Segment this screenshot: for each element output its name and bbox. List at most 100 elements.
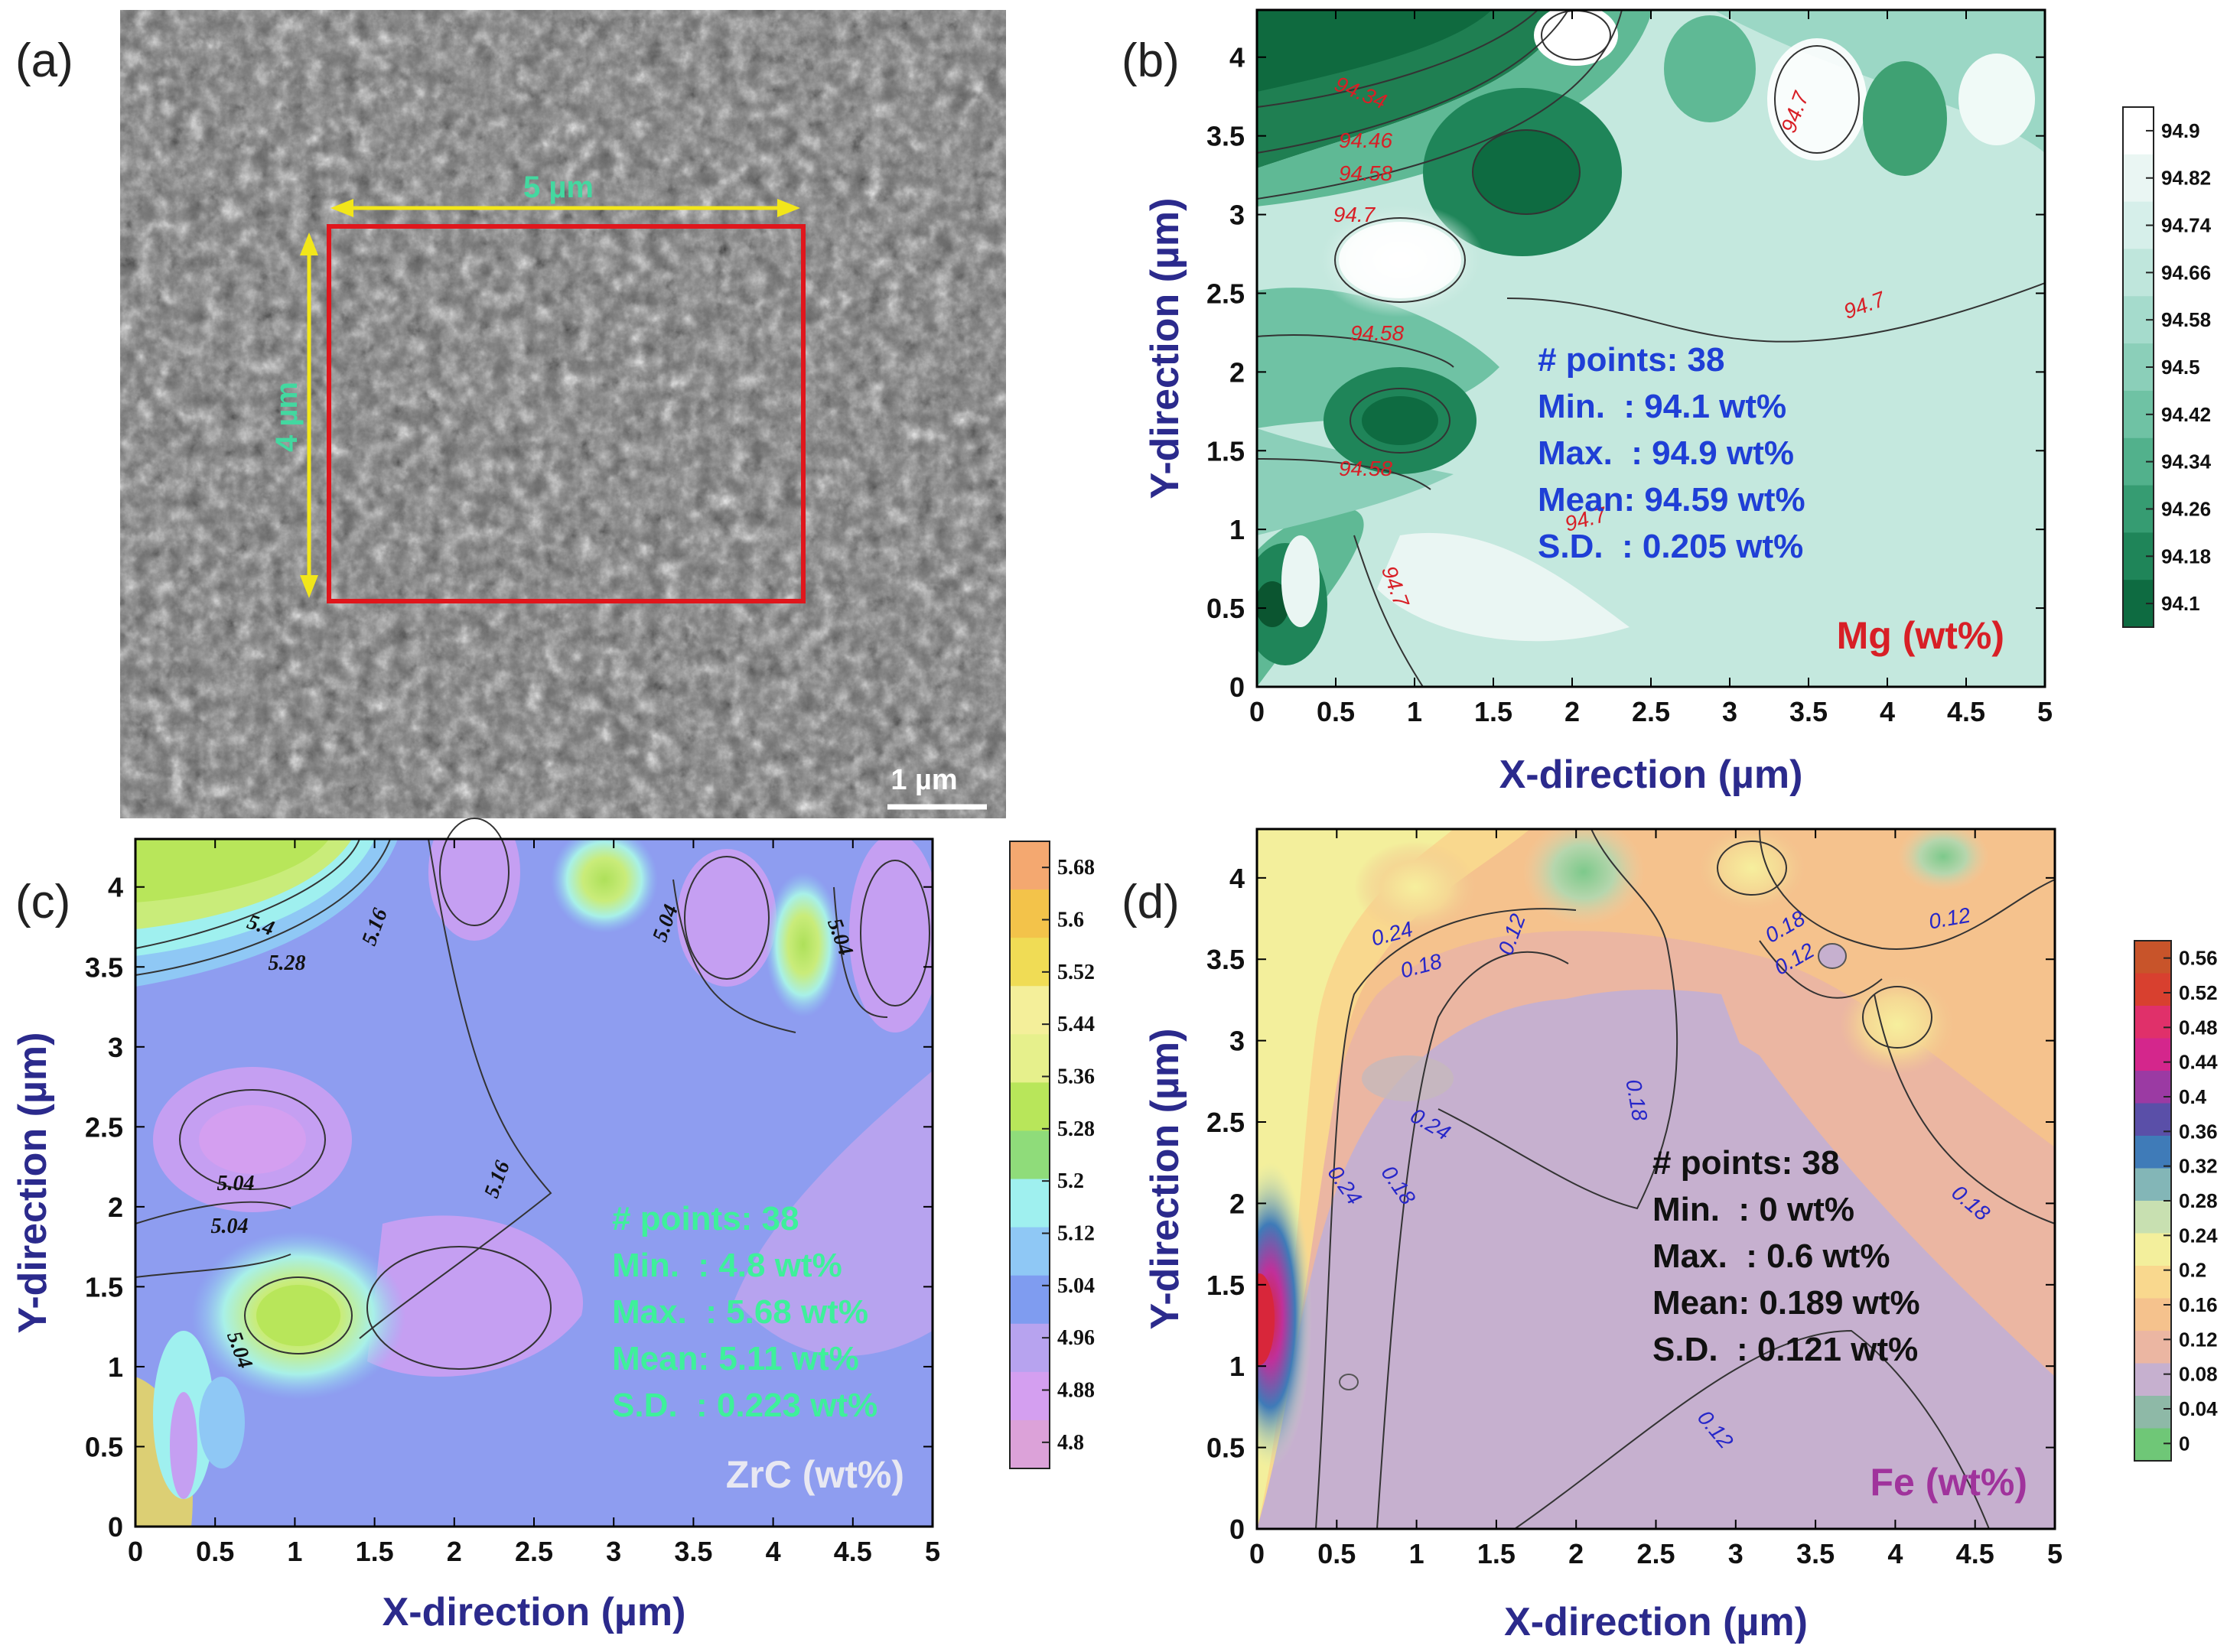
y-tick-label: 3.5 <box>1206 121 1245 152</box>
x-tick-label: 1 <box>287 1536 302 1567</box>
x-tick-label: 2.5 <box>1636 1538 1675 1569</box>
x-tick-label: 0 <box>128 1536 143 1567</box>
colorbar-tick-label: 5.2 <box>1057 1169 1084 1193</box>
colorbar-swatch <box>1010 1323 1050 1373</box>
colorbar-tick-label: 4.88 <box>1057 1379 1095 1403</box>
panel-b: (b) <box>1122 8 2212 797</box>
y-tick-label: 4 <box>1229 863 1245 894</box>
x-tick-label: 1.5 <box>1474 696 1512 727</box>
x-tick-label: 1 <box>1407 696 1422 727</box>
contour-label: 94.46 <box>1339 128 1392 152</box>
colorbar-tick-label: 5.28 <box>1057 1117 1095 1141</box>
y-tick-label: 0.5 <box>1206 1432 1245 1464</box>
x-tick-label: 2 <box>1568 1538 1584 1569</box>
y-axis-title: Y-direction (µm) <box>11 1032 55 1334</box>
stat-line: # points: 38 <box>612 1200 799 1237</box>
colorbar-tick-label: 94.74 <box>2161 214 2212 237</box>
panel-c: (c) <box>11 818 1095 1634</box>
colorbar-tick-label: 94.5 <box>2161 356 2200 379</box>
y-tick-label: 3.5 <box>1206 944 1245 975</box>
x-tick-label: 0 <box>1249 696 1265 727</box>
colorbar-swatch <box>2134 1201 2171 1234</box>
panel-label-b: (b) <box>1122 34 1180 87</box>
contour-label: 5.04 <box>211 1215 249 1238</box>
x-tick-label: 4 <box>1880 696 1895 727</box>
x-tick-label: 0.5 <box>1317 696 1355 727</box>
colorbar-tick-label: 94.9 <box>2161 119 2200 142</box>
colorbar-swatch <box>2134 1038 2171 1072</box>
x-tick-label: 5 <box>925 1536 940 1567</box>
x-tick-label: 4 <box>1887 1538 1903 1569</box>
x-tick-label: 4.5 <box>834 1536 872 1567</box>
colorbar-swatch <box>2134 1298 2171 1332</box>
x-tick-label: 5 <box>2047 1538 2063 1569</box>
contour-lines-c <box>135 818 930 1370</box>
contour-fill-c <box>135 839 933 1527</box>
y-tick-label: 1.5 <box>1206 1270 1245 1301</box>
x-tick-label: 5 <box>2037 696 2053 727</box>
y-tick-label: 0 <box>1229 1514 1245 1545</box>
panel-a: (a) 5 µm 4 µm 1 µm <box>15 10 1006 818</box>
stat-line: S.D. : 0.223 wt% <box>612 1387 877 1424</box>
height-arrow-head-bottom <box>300 575 318 598</box>
y-tick-label: 1.5 <box>85 1271 123 1302</box>
y-tick-label: 3 <box>108 1032 123 1063</box>
colorbar-tick-label: 94.58 <box>2161 308 2211 331</box>
sem-image-texture <box>120 10 1006 818</box>
x-tick-label: 3 <box>606 1536 621 1567</box>
colorbar-swatch <box>2134 1266 2171 1299</box>
height-arrow-head-top <box>300 233 318 255</box>
panel-label-d: (d) <box>1122 876 1180 928</box>
contour-label: 94.58 <box>1350 321 1404 345</box>
y-tick-label: 2 <box>108 1192 123 1223</box>
y-tick-label: 1 <box>108 1351 123 1383</box>
colorbar-swatch <box>1010 938 1050 987</box>
colorbar-c: 5.68 5.6 5.52 5.44 5.36 5.28 5.2 5.12 5.04 4.96 4.… <box>1009 841 1095 1469</box>
stat-line: Mean: 5.11 wt% <box>612 1340 859 1377</box>
colorbar-swatch <box>2134 1331 2171 1364</box>
x-tick-label: 3.5 <box>1796 1538 1835 1569</box>
x-tick-label: 1 <box>1409 1538 1424 1569</box>
y-tick-label: 0.5 <box>85 1431 123 1462</box>
x-tick-label: 4.5 <box>1947 696 1985 727</box>
colorbar-tick-label: 94.34 <box>2161 450 2212 473</box>
stat-line: Mean: 94.59 wt% <box>1538 481 1805 519</box>
x-tick-label: 4.5 <box>1956 1538 1994 1569</box>
stat-line: Max. : 0.6 wt% <box>1652 1237 1890 1275</box>
colorbar-swatch <box>2134 1363 2171 1397</box>
colorbar-swatch <box>1010 986 1050 1035</box>
x-tick-label: 2 <box>1564 696 1580 727</box>
stat-line: Max. : 5.68 wt% <box>612 1293 868 1331</box>
x-axis-title: X-direction (µm) <box>1499 753 1803 797</box>
colorbar-tick-label: 0.12 <box>2179 1328 2218 1351</box>
colorbar-tick-label: 94.18 <box>2161 545 2211 567</box>
x-tick-label: 0 <box>1249 1538 1265 1569</box>
colorbar-tick-label: 0.04 <box>2179 1397 2218 1420</box>
y-tick-label: 1.5 <box>1206 435 1245 467</box>
colorbar-swatch <box>2134 1233 2171 1267</box>
element-label-d: Fe (wt%) <box>1870 1461 2027 1504</box>
y-tick-label: 0.5 <box>1206 593 1245 624</box>
colorbar-swatch <box>1010 1227 1050 1276</box>
y-axis-title: Y-direction (µm) <box>1143 198 1187 499</box>
colorbar-tick-label: 4.8 <box>1057 1431 1084 1455</box>
colorbar-tick-label: 0.56 <box>2179 947 2218 970</box>
y-tick-label: 4 <box>108 872 123 903</box>
y-tick-label: 2.5 <box>85 1111 123 1143</box>
y-tick-label: 3 <box>1229 200 1245 231</box>
colorbar-swatch <box>1010 1275 1050 1325</box>
width-arrow-head-right <box>777 199 800 217</box>
stat-line: S.D. : 0.121 wt% <box>1652 1331 1918 1368</box>
y-tick-label: 4 <box>1229 42 1245 73</box>
colorbar-swatch <box>1010 889 1050 938</box>
axes-c: 0 0.5 1 1.5 2 2.5 3 3.5 4 4.5 5 0 0.5 1 1.5 2 2.5 3 3.5 4 X-… <box>11 839 940 1634</box>
colorbar-d: 0.56 0.52 0.48 0.44 0.4 0.36 0.32 0.28 0.24 0.2 0.… <box>2134 940 2218 1462</box>
colorbar-swatch <box>1010 1371 1050 1421</box>
colorbar-tick-label: 5.52 <box>1057 961 1095 984</box>
colorbar-tick-label: 0.32 <box>2179 1155 2218 1178</box>
axes-d: 0 0.5 1 1.5 2 2.5 3 3.5 4 4.5 5 0 0.5 1 1.5 2 2.5 3 3.5 4 X-… <box>1143 829 2063 1644</box>
y-tick-label: 2.5 <box>1206 1107 1245 1138</box>
colorbar-tick-label: 5.6 <box>1057 909 1084 932</box>
colorbar-swatch <box>1010 1082 1050 1131</box>
stat-line: Mean: 0.189 wt% <box>1652 1284 1920 1322</box>
